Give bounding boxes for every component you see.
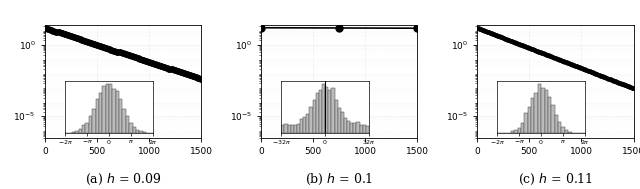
Text: (c) $h$ = 0.11: (c) $h$ = 0.11 <box>518 172 593 187</box>
Text: (a) $h$ = 0.09: (a) $h$ = 0.09 <box>85 172 161 187</box>
Text: (b) $h$ = 0.1: (b) $h$ = 0.1 <box>305 172 373 187</box>
